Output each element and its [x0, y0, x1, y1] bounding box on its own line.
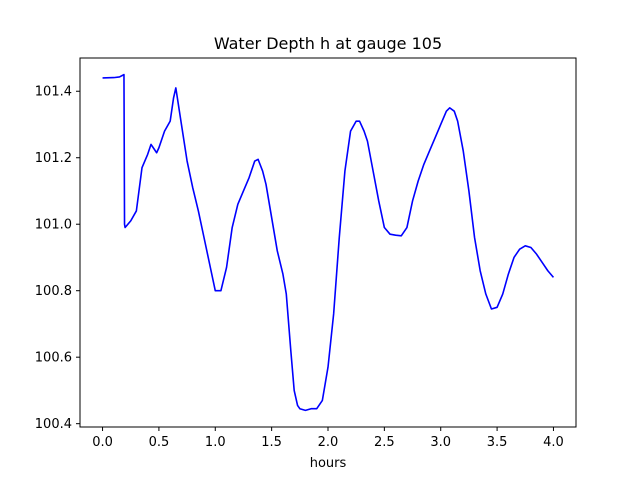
series-line-0 — [102, 73, 555, 412]
x-tick-label: 0.5 — [149, 435, 170, 450]
y-tick-label: 100.6 — [35, 351, 72, 366]
x-tick-label: 2.5 — [374, 435, 395, 450]
series-layer — [102, 73, 555, 412]
y-tick-label: 101.4 — [35, 85, 72, 100]
y-tick-label: 101.2 — [35, 151, 72, 166]
x-tick-label: 4.0 — [543, 435, 564, 450]
x-tick-label: 0.0 — [92, 435, 113, 450]
x-axis-label: hours — [310, 456, 347, 471]
chart-title: Water Depth h at gauge 105 — [214, 34, 442, 53]
x-tick-label: 3.0 — [430, 435, 451, 450]
y-tick-label: 100.4 — [35, 417, 72, 432]
x-axis: 0.0 0.5 1.0 1.5 2.0 2.5 3.0 3.5 4.0 — [92, 427, 564, 450]
y-axis: 100.4 100.6 100.8 101.0 101.2 101.4 — [35, 85, 80, 432]
y-tick-label: 101.0 — [35, 218, 72, 233]
x-tick-label: 1.0 — [205, 435, 226, 450]
x-tick-label: 2.0 — [318, 435, 339, 450]
y-tick-label: 100.8 — [35, 284, 72, 299]
x-tick-label: 1.5 — [261, 435, 282, 450]
x-tick-label: 3.5 — [487, 435, 508, 450]
